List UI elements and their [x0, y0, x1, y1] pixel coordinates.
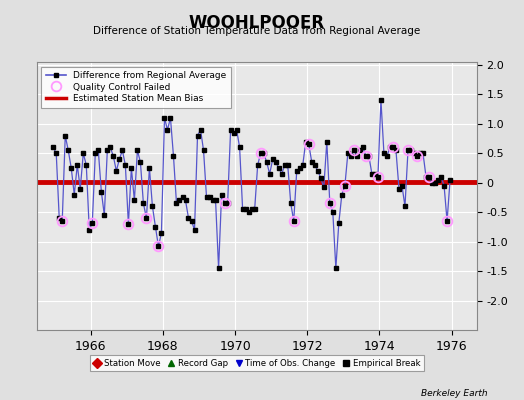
- Text: Berkeley Earth: Berkeley Earth: [421, 389, 487, 398]
- Legend: Station Move, Record Gap, Time of Obs. Change, Empirical Break: Station Move, Record Gap, Time of Obs. C…: [90, 355, 424, 371]
- Text: WOOHLPOOER: WOOHLPOOER: [189, 14, 325, 32]
- Text: Difference of Station Temperature Data from Regional Average: Difference of Station Temperature Data f…: [93, 26, 420, 36]
